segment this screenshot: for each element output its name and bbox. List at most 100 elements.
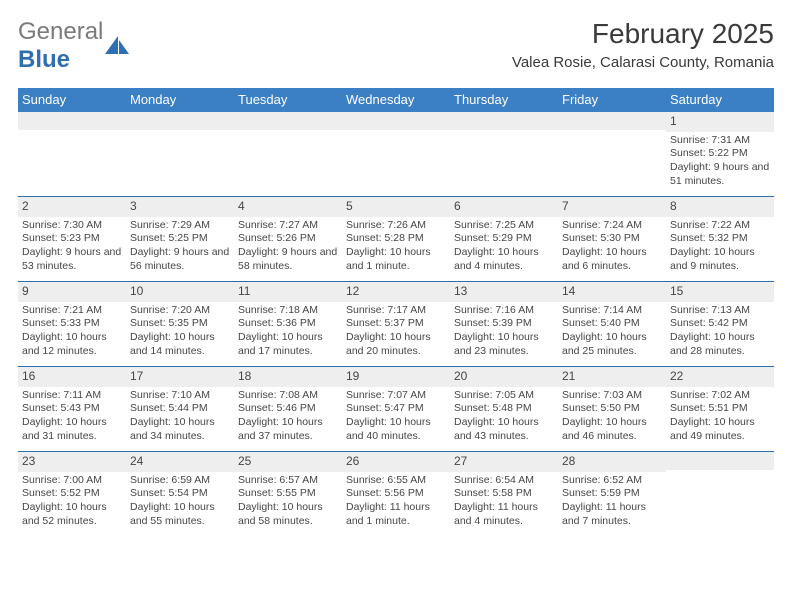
daylight-line: Daylight: 9 hours and 51 minutes.	[670, 161, 770, 188]
day-header: Monday	[126, 88, 234, 112]
calendar: SundayMondayTuesdayWednesdayThursdayFrid…	[18, 88, 774, 536]
sunrise-line: Sunrise: 7:10 AM	[130, 389, 230, 403]
day-detail: Sunrise: 7:20 AMSunset: 5:35 PMDaylight:…	[126, 302, 234, 363]
day-cell: 16Sunrise: 7:11 AMSunset: 5:43 PMDayligh…	[18, 367, 126, 451]
sunset-line: Sunset: 5:33 PM	[22, 317, 122, 331]
daylight-line: Daylight: 10 hours and 1 minute.	[346, 246, 446, 273]
date-number: 8	[666, 197, 774, 217]
week-row: 1Sunrise: 7:31 AMSunset: 5:22 PMDaylight…	[18, 112, 774, 197]
sunset-line: Sunset: 5:44 PM	[130, 402, 230, 416]
sunset-line: Sunset: 5:35 PM	[130, 317, 230, 331]
date-number: 18	[234, 367, 342, 387]
day-detail: Sunrise: 7:26 AMSunset: 5:28 PMDaylight:…	[342, 217, 450, 278]
sunrise-line: Sunrise: 7:22 AM	[670, 219, 770, 233]
sunset-line: Sunset: 5:56 PM	[346, 487, 446, 501]
day-detail	[342, 130, 450, 190]
day-cell: 14Sunrise: 7:14 AMSunset: 5:40 PMDayligh…	[558, 282, 666, 366]
date-number: 3	[126, 197, 234, 217]
day-detail: Sunrise: 7:03 AMSunset: 5:50 PMDaylight:…	[558, 387, 666, 448]
day-detail: Sunrise: 7:30 AMSunset: 5:23 PMDaylight:…	[18, 217, 126, 278]
daylight-line: Daylight: 10 hours and 23 minutes.	[454, 331, 554, 358]
daylight-line: Daylight: 10 hours and 4 minutes.	[454, 246, 554, 273]
day-detail: Sunrise: 7:10 AMSunset: 5:44 PMDaylight:…	[126, 387, 234, 448]
daylight-line: Daylight: 9 hours and 58 minutes.	[238, 246, 338, 273]
day-detail: Sunrise: 7:29 AMSunset: 5:25 PMDaylight:…	[126, 217, 234, 278]
sail-icon	[105, 36, 131, 56]
day-detail: Sunrise: 7:00 AMSunset: 5:52 PMDaylight:…	[18, 472, 126, 533]
day-cell: 28Sunrise: 6:52 AMSunset: 5:59 PMDayligh…	[558, 452, 666, 536]
sunrise-line: Sunrise: 7:11 AM	[22, 389, 122, 403]
date-number: 17	[126, 367, 234, 387]
sunrise-line: Sunrise: 7:16 AM	[454, 304, 554, 318]
day-header: Sunday	[18, 88, 126, 112]
date-number: 16	[18, 367, 126, 387]
week-row: 23Sunrise: 7:00 AMSunset: 5:52 PMDayligh…	[18, 452, 774, 536]
sunset-line: Sunset: 5:51 PM	[670, 402, 770, 416]
sunset-line: Sunset: 5:26 PM	[238, 232, 338, 246]
day-header: Wednesday	[342, 88, 450, 112]
day-header: Tuesday	[234, 88, 342, 112]
day-detail: Sunrise: 6:54 AMSunset: 5:58 PMDaylight:…	[450, 472, 558, 533]
day-cell	[126, 112, 234, 196]
sunset-line: Sunset: 5:37 PM	[346, 317, 446, 331]
daylight-line: Daylight: 10 hours and 49 minutes.	[670, 416, 770, 443]
date-number: 11	[234, 282, 342, 302]
week-row: 16Sunrise: 7:11 AMSunset: 5:43 PMDayligh…	[18, 367, 774, 452]
day-cell: 27Sunrise: 6:54 AMSunset: 5:58 PMDayligh…	[450, 452, 558, 536]
day-detail: Sunrise: 7:21 AMSunset: 5:33 PMDaylight:…	[18, 302, 126, 363]
date-number: 20	[450, 367, 558, 387]
week-row: 2Sunrise: 7:30 AMSunset: 5:23 PMDaylight…	[18, 197, 774, 282]
sunset-line: Sunset: 5:39 PM	[454, 317, 554, 331]
day-cell	[666, 452, 774, 536]
sunrise-line: Sunrise: 7:26 AM	[346, 219, 446, 233]
daylight-line: Daylight: 10 hours and 20 minutes.	[346, 331, 446, 358]
date-number	[450, 112, 558, 130]
sunrise-line: Sunrise: 7:25 AM	[454, 219, 554, 233]
sunset-line: Sunset: 5:46 PM	[238, 402, 338, 416]
day-cell: 22Sunrise: 7:02 AMSunset: 5:51 PMDayligh…	[666, 367, 774, 451]
logo-text-gray: General	[18, 18, 103, 45]
daylight-line: Daylight: 10 hours and 34 minutes.	[130, 416, 230, 443]
sunrise-line: Sunrise: 7:20 AM	[130, 304, 230, 318]
day-cell: 4Sunrise: 7:27 AMSunset: 5:26 PMDaylight…	[234, 197, 342, 281]
sunrise-line: Sunrise: 7:00 AM	[22, 474, 122, 488]
sunset-line: Sunset: 5:48 PM	[454, 402, 554, 416]
day-detail: Sunrise: 7:31 AMSunset: 5:22 PMDaylight:…	[666, 132, 774, 193]
date-number: 6	[450, 197, 558, 217]
sunrise-line: Sunrise: 7:21 AM	[22, 304, 122, 318]
sunset-line: Sunset: 5:54 PM	[130, 487, 230, 501]
sunset-line: Sunset: 5:28 PM	[346, 232, 446, 246]
day-headers-row: SundayMondayTuesdayWednesdayThursdayFrid…	[18, 88, 774, 112]
day-cell: 6Sunrise: 7:25 AMSunset: 5:29 PMDaylight…	[450, 197, 558, 281]
day-detail: Sunrise: 6:57 AMSunset: 5:55 PMDaylight:…	[234, 472, 342, 533]
day-cell	[234, 112, 342, 196]
day-header: Thursday	[450, 88, 558, 112]
day-header: Saturday	[666, 88, 774, 112]
daylight-line: Daylight: 10 hours and 9 minutes.	[670, 246, 770, 273]
daylight-line: Daylight: 10 hours and 40 minutes.	[346, 416, 446, 443]
date-number: 5	[342, 197, 450, 217]
date-number	[558, 112, 666, 130]
day-cell: 11Sunrise: 7:18 AMSunset: 5:36 PMDayligh…	[234, 282, 342, 366]
daylight-line: Daylight: 10 hours and 58 minutes.	[238, 501, 338, 528]
sunset-line: Sunset: 5:59 PM	[562, 487, 662, 501]
day-detail: Sunrise: 7:27 AMSunset: 5:26 PMDaylight:…	[234, 217, 342, 278]
logo: General Blue	[18, 18, 131, 74]
day-cell	[558, 112, 666, 196]
day-cell: 26Sunrise: 6:55 AMSunset: 5:56 PMDayligh…	[342, 452, 450, 536]
day-cell: 10Sunrise: 7:20 AMSunset: 5:35 PMDayligh…	[126, 282, 234, 366]
day-detail: Sunrise: 7:22 AMSunset: 5:32 PMDaylight:…	[666, 217, 774, 278]
sunrise-line: Sunrise: 7:14 AM	[562, 304, 662, 318]
sunrise-line: Sunrise: 7:02 AM	[670, 389, 770, 403]
date-number: 21	[558, 367, 666, 387]
day-cell: 2Sunrise: 7:30 AMSunset: 5:23 PMDaylight…	[18, 197, 126, 281]
sunset-line: Sunset: 5:50 PM	[562, 402, 662, 416]
day-detail: Sunrise: 6:55 AMSunset: 5:56 PMDaylight:…	[342, 472, 450, 533]
day-detail	[18, 130, 126, 190]
day-detail	[666, 470, 774, 530]
sunset-line: Sunset: 5:58 PM	[454, 487, 554, 501]
daylight-line: Daylight: 10 hours and 28 minutes.	[670, 331, 770, 358]
day-cell: 13Sunrise: 7:16 AMSunset: 5:39 PMDayligh…	[450, 282, 558, 366]
day-detail: Sunrise: 7:02 AMSunset: 5:51 PMDaylight:…	[666, 387, 774, 448]
day-detail: Sunrise: 7:08 AMSunset: 5:46 PMDaylight:…	[234, 387, 342, 448]
